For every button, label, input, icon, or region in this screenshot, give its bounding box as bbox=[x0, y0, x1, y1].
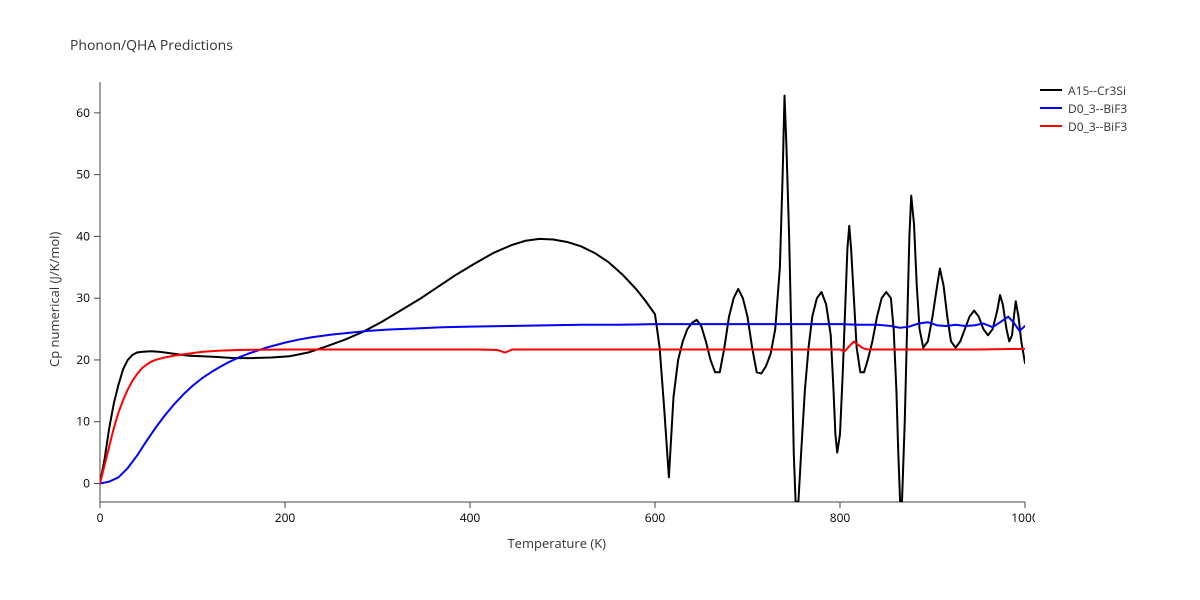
svg-text:400: 400 bbox=[460, 509, 481, 526]
svg-text:200: 200 bbox=[275, 509, 296, 526]
svg-text:10: 10 bbox=[76, 413, 90, 430]
svg-text:0: 0 bbox=[83, 474, 90, 491]
svg-text:1000: 1000 bbox=[1011, 509, 1035, 526]
legend-label: D0_3--BiF3 bbox=[1068, 100, 1127, 117]
legend-swatch bbox=[1040, 125, 1062, 127]
svg-text:800: 800 bbox=[830, 509, 851, 526]
chart-container: { "chart": { "type": "line", "title": "P… bbox=[0, 0, 1200, 600]
plot-area[interactable]: 020040060080010000102030405060 bbox=[100, 82, 1025, 502]
chart-svg: 0 200 400 600 800 1000 0 10 20 30 40 50 60 bbox=[60, 72, 1035, 537]
legend-swatch bbox=[1040, 107, 1062, 109]
legend-item-2[interactable]: D0_3--BiF3 bbox=[1040, 118, 1127, 134]
legend-item-0[interactable]: A15--Cr3Si bbox=[1040, 82, 1127, 98]
legend-label: A15--Cr3Si bbox=[1068, 82, 1126, 99]
svg-text:20: 20 bbox=[76, 351, 90, 368]
svg-text:60: 60 bbox=[76, 104, 90, 121]
chart-title: Phonon/QHA Predictions bbox=[70, 36, 233, 55]
svg-text:50: 50 bbox=[76, 166, 90, 183]
x-axis-label: Temperature (K) bbox=[508, 534, 607, 552]
legend-label: D0_3--BiF3 bbox=[1068, 118, 1127, 135]
svg-text:0: 0 bbox=[97, 509, 104, 526]
y-axis-label: Cp numerical (J/K/mol) bbox=[45, 232, 63, 367]
legend-swatch bbox=[1040, 89, 1062, 91]
legend-item-1[interactable]: D0_3--BiF3 bbox=[1040, 100, 1127, 116]
legend: A15--Cr3SiD0_3--BiF3D0_3--BiF3 bbox=[1040, 82, 1127, 136]
svg-text:30: 30 bbox=[76, 289, 90, 306]
series-line-0[interactable] bbox=[100, 96, 1025, 502]
series-line-2[interactable] bbox=[100, 341, 1025, 483]
svg-text:40: 40 bbox=[76, 227, 90, 244]
series-line-1[interactable] bbox=[100, 317, 1025, 484]
svg-text:600: 600 bbox=[645, 509, 666, 526]
